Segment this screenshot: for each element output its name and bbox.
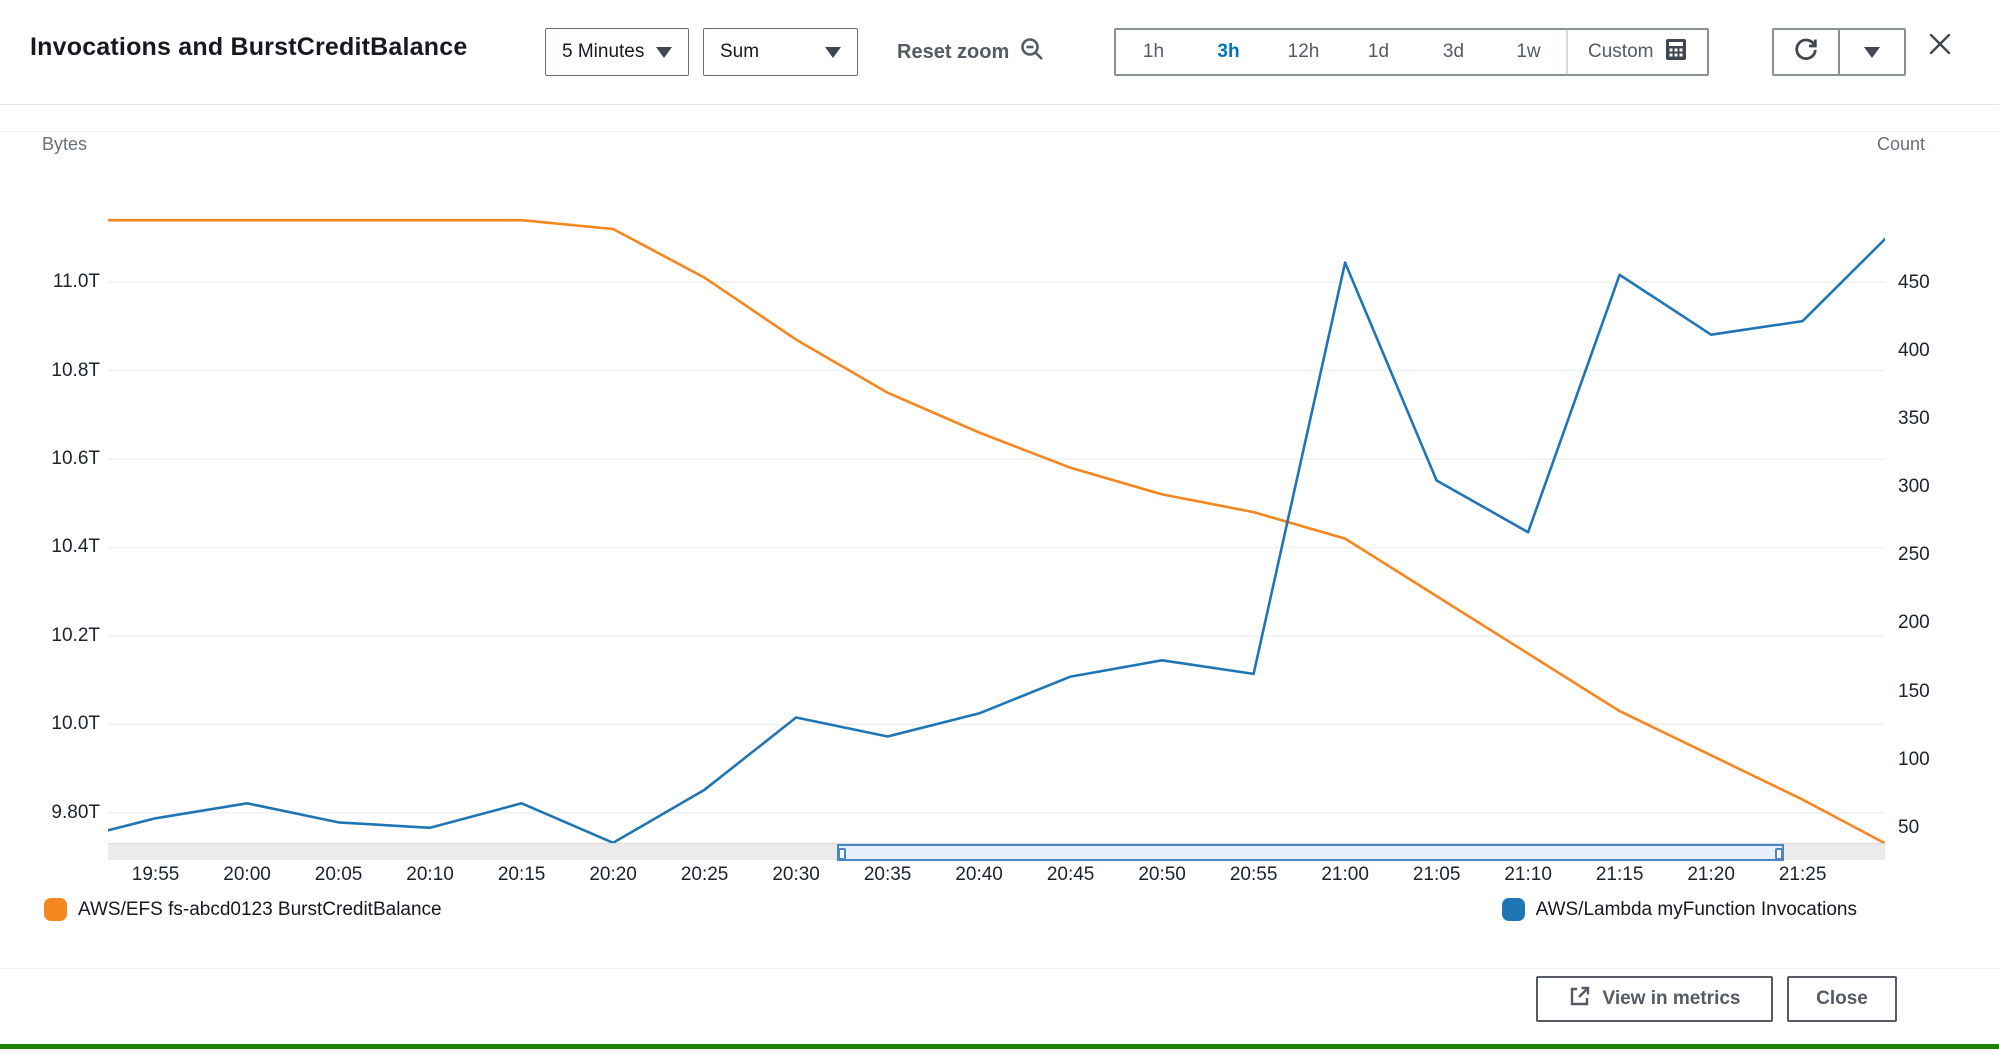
zoom-selection-left-handle[interactable] [838,848,846,860]
x-tick-label: 20:55 [1229,864,1278,885]
x-tick-label: 20:10 [406,864,454,885]
x-tick-label: 20:20 [589,864,637,885]
legend-item-invocations[interactable]: AWS/Lambda myFunction Invocations [1501,898,1857,921]
x-tick-label: 20:25 [680,864,729,885]
view-in-metrics-button[interactable]: View in metrics [1536,976,1773,1022]
y-tick-label-left: 9.80T [51,801,100,823]
y-tick-label-right: 250 [1898,544,1930,566]
close-x-icon [1927,31,1953,62]
y-tick-label-right: 400 [1898,340,1930,362]
x-tick-label: 20:00 [223,864,271,885]
chart-canvas[interactable] [108,160,1885,850]
view-in-metrics-label: View in metrics [1602,988,1741,1009]
x-tick-label: 19:55 [131,864,180,885]
y-tick-label-left: 10.8T [51,359,100,381]
y-tick-label-left: 11.0T [52,271,100,293]
chart-zoom-selection[interactable] [837,844,1784,861]
custom-range-label: Custom [1588,41,1654,62]
page-title: Invocations and BurstCreditBalance [30,33,468,61]
refresh-button-group [1772,28,1906,76]
series-line [108,237,1885,845]
dialog-header: Invocations and BurstCreditBalance 5 Min… [0,0,1999,105]
chart-zoom-scrollbar-track[interactable] [108,843,1885,861]
zoom-selection-right-handle[interactable] [1775,848,1783,860]
y-tick-label-left: 10.0T [51,713,100,735]
series-line [108,218,1885,845]
x-tick-label: 21:10 [1504,864,1552,885]
statistic-dropdown-label: Sum [720,41,760,62]
y-tick-label-right: 50 [1898,816,1920,838]
y-tick-label-left: 10.2T [51,624,100,646]
zoom-out-icon [1019,36,1045,68]
y-tick-label-left: 10.6T [51,448,100,469]
external-link-icon [1569,985,1591,1013]
x-tick-label: 20:45 [1046,864,1095,885]
x-tick-label: 21:15 [1595,864,1644,885]
y-tick-label-right: 200 [1898,612,1930,634]
range-button-3d[interactable]: 3d [1442,41,1465,62]
refresh-button[interactable] [1774,30,1838,74]
x-tick-label: 20:05 [314,864,363,885]
range-button-1w[interactable]: 1w [1516,41,1541,62]
caret-down-icon [656,46,673,58]
legend-label: AWS/Lambda myFunction Invocations [1535,898,1857,920]
legend-color-dot [1501,898,1525,921]
legend-color-dot [44,898,67,921]
x-tick-label: 21:20 [1687,864,1735,885]
x-tick-label: 20:30 [772,864,820,885]
y-tick-label-right: 300 [1898,476,1930,498]
y-tick-label-right: 450 [1898,271,1930,293]
refresh-icon [1792,36,1820,69]
divider [0,131,1999,132]
y-tick-label-right: 100 [1898,748,1930,770]
statistic-dropdown[interactable]: Sum [703,28,858,76]
caret-down-icon [825,46,841,58]
period-dropdown[interactable]: 5 Minutes [545,28,690,76]
caret-down-icon [1864,46,1880,58]
range-button-12h[interactable]: 12h [1287,41,1320,62]
y-tick-label-left: 10.4T [51,536,100,558]
close-button-label: Close [1816,988,1868,1009]
x-tick-label: 20:15 [497,864,546,885]
period-dropdown-label: 5 Minutes [562,41,645,62]
x-tick-label: 21:25 [1778,864,1827,885]
reset-zoom-label: Reset zoom [897,40,1010,63]
refresh-options-button[interactable] [1838,30,1904,74]
bottom-accent-strip [0,1044,1999,1049]
x-tick-label: 21:00 [1321,864,1369,885]
calendar-icon [1665,37,1687,67]
legend-item-burstcreditbalance[interactable]: AWS/EFS fs-abcd0123 BurstCreditBalance [44,898,442,921]
close-button[interactable]: Close [1787,976,1897,1022]
reset-zoom-button[interactable]: Reset zoom [897,28,1045,76]
right-axis-unit-label: Count [1876,134,1925,154]
y-tick-label-right: 350 [1898,408,1930,430]
left-axis-unit-label: Bytes [42,134,88,154]
custom-range-button[interactable]: Custom [1566,30,1707,74]
legend-label: AWS/EFS fs-abcd0123 BurstCreditBalance [78,898,442,920]
range-button-1d[interactable]: 1d [1367,41,1390,62]
range-button-1h[interactable]: 1h [1142,41,1165,62]
x-tick-label: 21:05 [1412,864,1461,885]
x-tick-label: 20:40 [955,864,1003,885]
divider [0,968,1999,969]
time-range-group: 1h 3h 12h 1d 3d 1w Custom [1114,28,1710,76]
x-tick-label: 20:35 [863,864,912,885]
y-tick-label-right: 150 [1898,680,1930,702]
close-icon-button[interactable] [1922,28,1958,64]
range-button-3h[interactable]: 3h [1217,41,1240,62]
x-tick-label: 20:50 [1138,864,1186,885]
